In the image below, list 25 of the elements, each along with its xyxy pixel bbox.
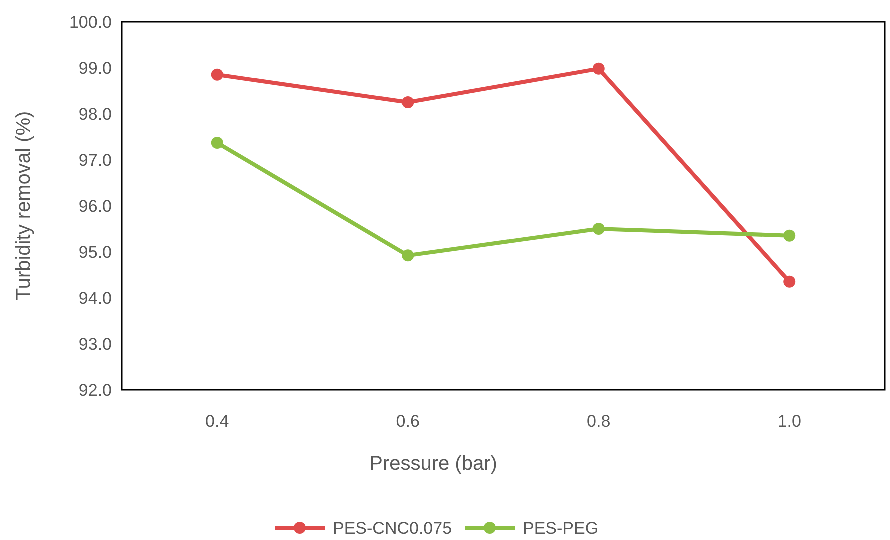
legend-label: PES-CNC0.075 [333, 518, 452, 538]
legend-label: PES-PEG [523, 518, 599, 538]
y-tick-label: 99.0 [78, 58, 112, 78]
y-tick-label: 94.0 [78, 288, 112, 308]
point [402, 96, 414, 108]
y-tick-label: 95.0 [78, 242, 112, 262]
point [784, 276, 796, 288]
x-axis-title: Pressure (bar) [370, 453, 498, 475]
x-tick-label: 1.0 [778, 412, 802, 431]
point [784, 230, 796, 242]
y-tick-label: 93.0 [78, 334, 112, 354]
y-tick-label: 96.0 [78, 196, 112, 216]
point [592, 223, 605, 235]
x-tick-label: 0.4 [206, 412, 230, 431]
point [211, 136, 224, 149]
y-tick-label: 100.0 [69, 12, 112, 32]
y-tick-label: 98.0 [78, 104, 112, 124]
point [211, 68, 224, 81]
point [592, 62, 605, 75]
y-axis-title: Turbidity removal (%) [13, 111, 35, 301]
x-tick-label: 0.8 [587, 412, 611, 431]
y-tick-label: 92.0 [78, 380, 112, 400]
x-tick-label: 0.6 [396, 412, 420, 431]
point [402, 250, 414, 262]
y-tick-label: 97.0 [78, 150, 112, 170]
